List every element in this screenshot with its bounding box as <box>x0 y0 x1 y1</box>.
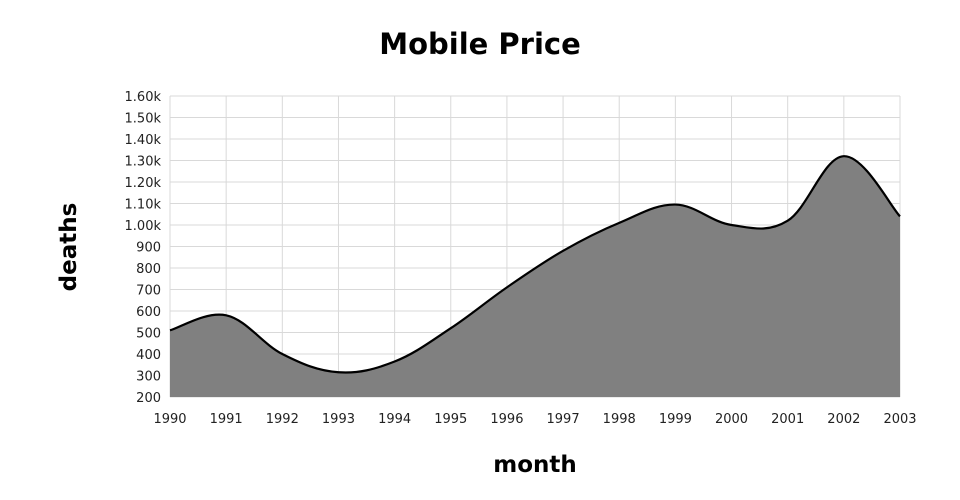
x-tick-label: 1995 <box>434 412 467 427</box>
x-tick-label: 1999 <box>659 412 692 427</box>
y-axis-title: deaths <box>56 203 82 292</box>
y-tick-label: 200 <box>136 391 161 406</box>
x-tick-label: 2003 <box>883 412 916 427</box>
y-tick-label: 1.40k <box>125 133 162 148</box>
x-axis-title: month <box>493 452 577 478</box>
y-tick-label: 800 <box>136 262 161 277</box>
y-tick-label: 1.10k <box>125 198 162 213</box>
y-tick-label: 400 <box>136 348 161 363</box>
y-tick-label: 1.30k <box>125 155 162 170</box>
x-axis-ticks: 1990 1991 1992 1993 1994 1995 1996 1997 1998 1999… <box>153 412 916 427</box>
x-tick-label: 1996 <box>490 412 523 427</box>
y-tick-label: 1.60k <box>125 90 162 105</box>
x-tick-label: 1990 <box>153 412 186 427</box>
x-tick-label: 1991 <box>210 412 243 427</box>
x-tick-label: 2000 <box>715 412 748 427</box>
y-tick-label: 900 <box>136 241 161 256</box>
y-tick-label: 1.50k <box>125 112 162 127</box>
y-tick-label: 1.00k <box>125 219 162 234</box>
x-tick-label: 1998 <box>603 412 636 427</box>
series-layer <box>169 155 901 397</box>
y-tick-label: 1.20k <box>125 176 162 191</box>
series-area <box>170 156 900 397</box>
x-tick-label: 1993 <box>322 412 355 427</box>
x-tick-label: 1997 <box>547 412 580 427</box>
x-tick-label: 2002 <box>827 412 860 427</box>
chart-title: Mobile Price <box>379 27 581 61</box>
y-tick-label: 300 <box>136 370 161 385</box>
x-tick-label: 1994 <box>378 412 411 427</box>
y-tick-label: 500 <box>136 327 161 342</box>
y-axis-ticks: 200 300 400 500 600 700 800 900 1.00k 1.10k 1.20k 1… <box>125 90 162 406</box>
series-line <box>169 155 901 374</box>
y-tick-label: 600 <box>136 305 161 320</box>
y-tick-label: 700 <box>136 284 161 299</box>
x-tick-label: 2001 <box>771 412 804 427</box>
x-tick-label: 1992 <box>266 412 299 427</box>
